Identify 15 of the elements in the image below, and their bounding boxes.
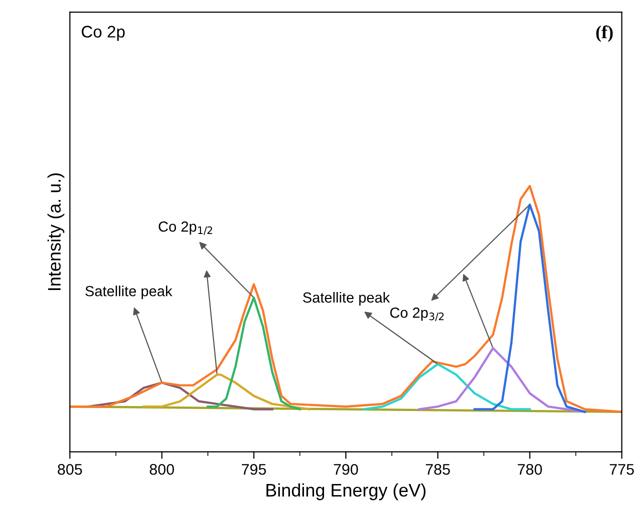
x-axis-title: Binding Energy (eV) <box>266 483 426 500</box>
annotation: Satellite peak <box>303 292 390 306</box>
annotation: Satellite peak <box>85 286 172 300</box>
annotation: Co 2p$_{3/2}$ <box>390 308 444 322</box>
text: (f) <box>596 25 613 42</box>
x-tick-label: 785 <box>426 464 450 475</box>
x-tick-label: 805 <box>58 464 82 475</box>
annotation: Co 2p$_{1/2}$ <box>158 221 212 235</box>
x-tick-label: 790 <box>334 464 358 475</box>
x-tick-label: 775 <box>610 464 634 475</box>
x-tick-label: 795 <box>242 464 266 475</box>
x-tick-label: 780 <box>518 464 542 475</box>
text: Co 2p <box>82 26 125 41</box>
x-tick-label: 800 <box>150 464 174 475</box>
y-axis-title: Intensity (a. u.) <box>47 173 64 290</box>
